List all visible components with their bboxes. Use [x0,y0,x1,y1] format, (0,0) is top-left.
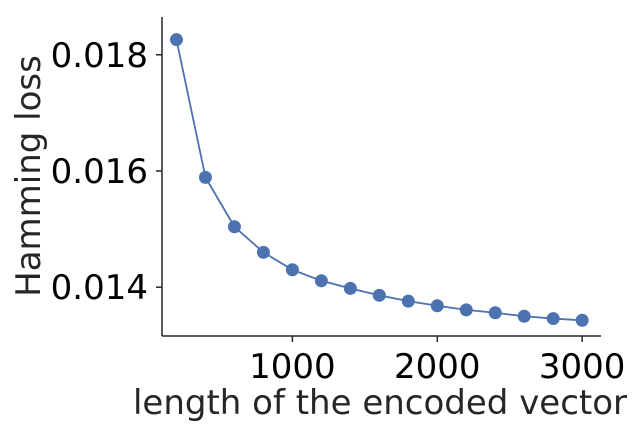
y-ticks: 0.014 0.016 0.018 [51,36,162,308]
series-line [175,39,583,322]
data-point [575,313,589,327]
y-tick-label: 0.014 [51,268,148,308]
data-point [488,306,502,320]
data-point [372,288,386,302]
axes [161,17,601,337]
data-point [314,274,328,288]
data-point [169,33,183,47]
data-point [459,303,473,317]
x-tick-label: 1000 [249,347,336,387]
series-layer [169,33,589,327]
data-point [546,312,560,326]
data-point [401,294,415,308]
y-tick-label: 0.018 [51,36,148,76]
data-point [198,170,212,184]
x-axis-label: length of the encoded vector [133,383,627,423]
data-point [430,299,444,313]
y-axis-label: Hamming loss [9,55,49,297]
x-tick-label: 2000 [394,347,481,387]
data-point [343,281,357,295]
x-tick-label: 3000 [539,347,626,387]
data-point [285,263,299,277]
data-point [256,245,270,259]
data-point [517,309,531,323]
x-ticks: 1000 2000 3000 [249,336,625,387]
y-tick-label: 0.016 [51,152,148,192]
data-point [227,220,241,234]
